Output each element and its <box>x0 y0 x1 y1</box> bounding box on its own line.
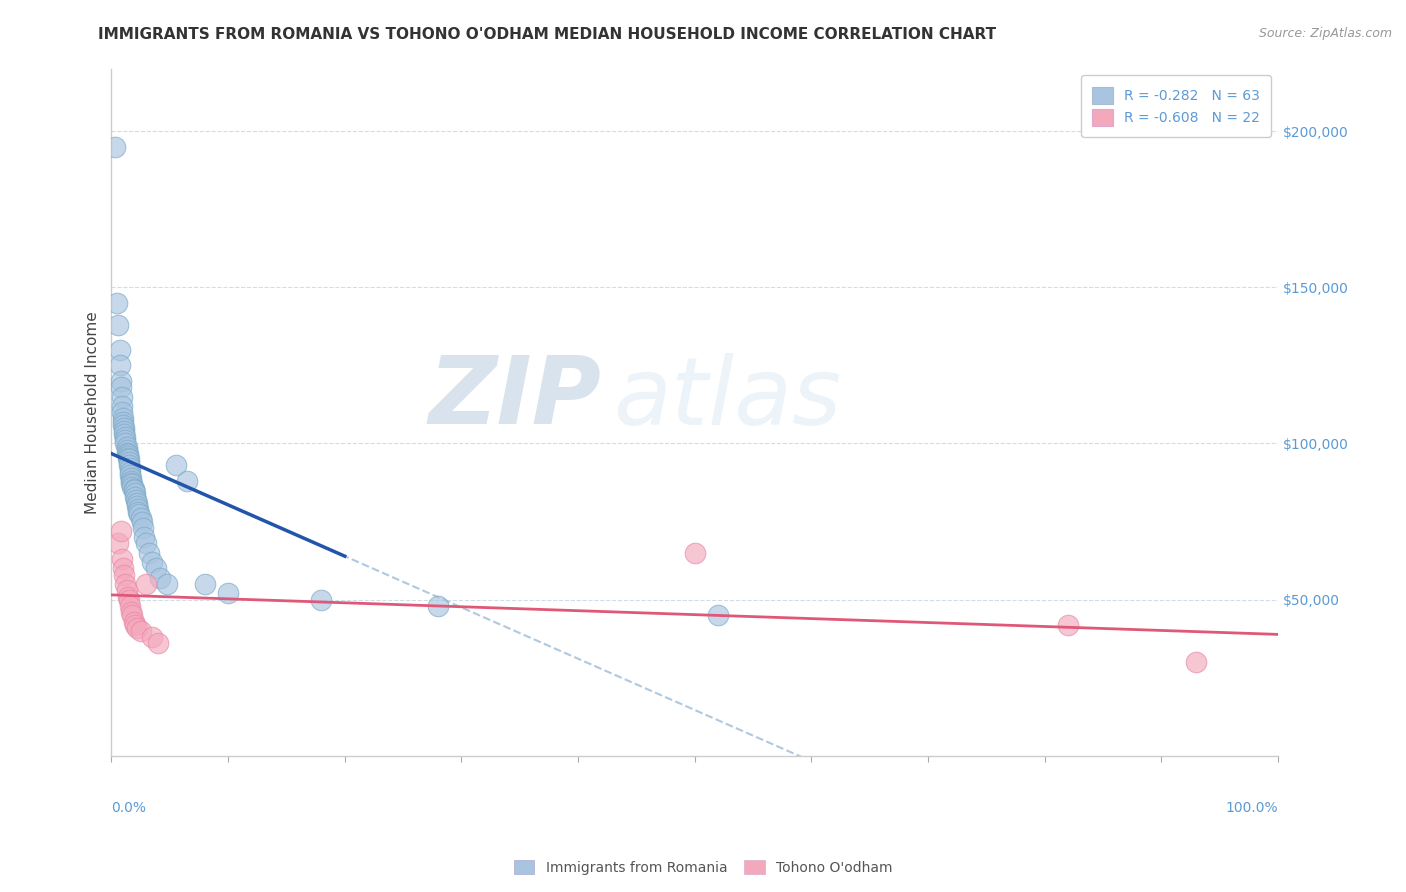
Point <box>111 399 134 413</box>
Legend: R = -0.282   N = 63, R = -0.608   N = 22: R = -0.282 N = 63, R = -0.608 N = 22 <box>1081 76 1271 137</box>
Point <box>138 546 160 560</box>
Point <box>114 434 136 448</box>
Text: ZIP: ZIP <box>429 352 602 444</box>
Text: Source: ZipAtlas.com: Source: ZipAtlas.com <box>1258 27 1392 40</box>
Point <box>108 343 131 357</box>
Point <box>707 608 730 623</box>
Point <box>176 474 198 488</box>
Point <box>122 615 145 629</box>
Point <box>120 471 142 485</box>
Point <box>125 499 148 513</box>
Point <box>124 617 146 632</box>
Text: atlas: atlas <box>613 353 841 444</box>
Point <box>146 636 169 650</box>
Text: IMMIGRANTS FROM ROMANIA VS TOHONO O'ODHAM MEDIAN HOUSEHOLD INCOME CORRELATION CH: IMMIGRANTS FROM ROMANIA VS TOHONO O'ODHA… <box>98 27 997 42</box>
Point <box>112 427 135 442</box>
Point <box>112 415 135 429</box>
Point <box>1185 655 1208 669</box>
Point <box>112 421 135 435</box>
Point <box>118 455 141 469</box>
Point <box>120 474 142 488</box>
Text: 0.0%: 0.0% <box>111 801 146 814</box>
Point <box>122 482 145 496</box>
Point <box>121 608 143 623</box>
Point <box>117 449 139 463</box>
Point <box>110 380 132 394</box>
Point <box>131 515 153 529</box>
Point <box>194 577 217 591</box>
Point <box>124 486 146 500</box>
Point <box>311 592 333 607</box>
Point <box>118 458 141 473</box>
Point <box>107 318 129 332</box>
Point <box>127 502 149 516</box>
Y-axis label: Median Household Income: Median Household Income <box>86 310 100 514</box>
Point <box>114 577 136 591</box>
Point <box>129 511 152 525</box>
Legend: Immigrants from Romania, Tohono O'odham: Immigrants from Romania, Tohono O'odham <box>508 855 898 880</box>
Point <box>120 599 142 613</box>
Point <box>127 505 149 519</box>
Point <box>108 359 131 373</box>
Point <box>120 467 142 482</box>
Point <box>121 477 143 491</box>
Point <box>128 507 150 521</box>
Point <box>120 475 142 490</box>
Point <box>125 621 148 635</box>
Point <box>112 567 135 582</box>
Point <box>132 521 155 535</box>
Point <box>115 446 138 460</box>
Point <box>427 599 450 613</box>
Point <box>117 447 139 461</box>
Point <box>117 590 139 604</box>
Point <box>114 436 136 450</box>
Point <box>104 139 127 153</box>
Point <box>118 452 141 467</box>
Point <box>112 561 135 575</box>
Point <box>145 561 167 575</box>
Point <box>135 536 157 550</box>
Point <box>111 390 134 404</box>
Point <box>112 411 135 425</box>
Point <box>120 461 142 475</box>
Point <box>132 530 155 544</box>
Point <box>122 483 145 498</box>
Point <box>107 536 129 550</box>
Point <box>111 405 134 419</box>
Point <box>165 458 187 473</box>
Point <box>114 430 136 444</box>
Point <box>149 571 172 585</box>
Point <box>141 555 163 569</box>
Point <box>115 583 138 598</box>
Point <box>118 592 141 607</box>
Point <box>125 496 148 510</box>
Point <box>135 577 157 591</box>
Point <box>121 480 143 494</box>
Point <box>110 524 132 538</box>
Point <box>115 442 138 457</box>
Point <box>105 296 128 310</box>
Point <box>112 424 135 438</box>
Text: 100.0%: 100.0% <box>1226 801 1278 814</box>
Point <box>112 417 135 432</box>
Point <box>120 605 142 619</box>
Point <box>117 450 139 465</box>
Point <box>217 586 239 600</box>
Point <box>125 492 148 507</box>
Point <box>115 440 138 454</box>
Point <box>683 546 706 560</box>
Point <box>124 490 146 504</box>
Point <box>120 465 142 479</box>
Point <box>1057 617 1080 632</box>
Point <box>110 374 132 388</box>
Point <box>129 624 152 638</box>
Point <box>156 577 179 591</box>
Point <box>111 552 134 566</box>
Point <box>141 630 163 644</box>
